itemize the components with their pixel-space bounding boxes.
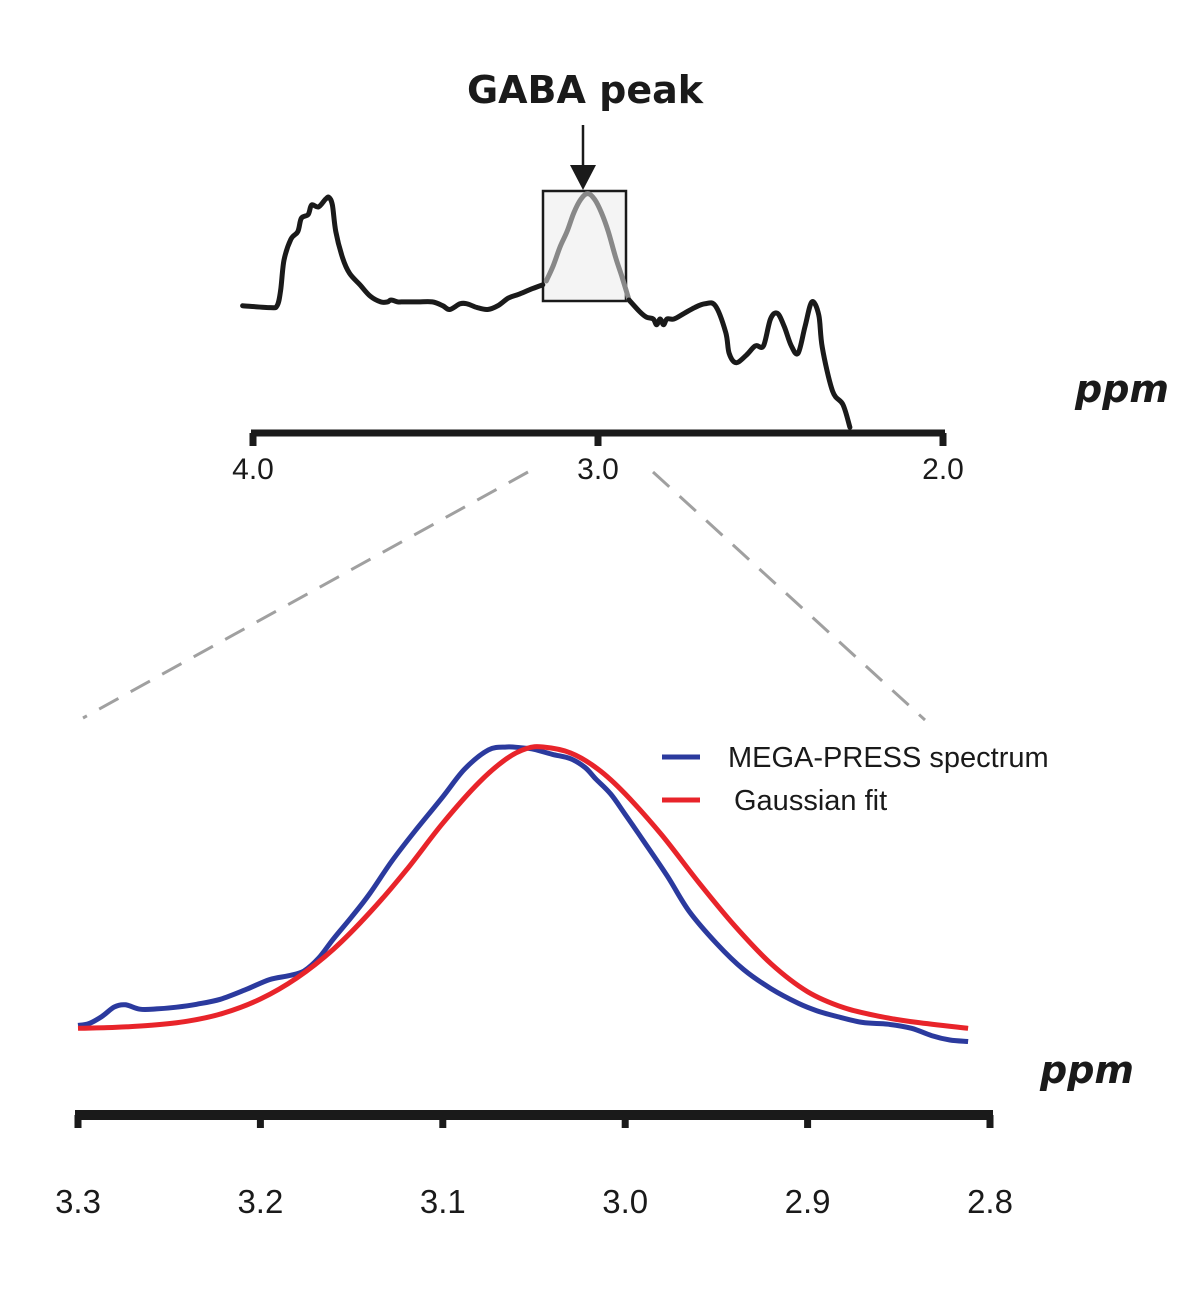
series-line-mega-press-spectrum (77, 744, 969, 1044)
top-series (240, 191, 853, 430)
zoom-connector-right (651, 470, 927, 722)
bottom-series (77, 744, 969, 1044)
series-line-spectrum (240, 194, 546, 313)
tick-label: 4.0 (232, 453, 274, 486)
tick-label: 3.2 (237, 1183, 283, 1220)
top-x-axis-unit: ppm (1074, 367, 1169, 411)
bottom-chart: 3.3 3.2 3.1 3.0 2.9 2.8 ppm MEGA-PRESS spectr… (55, 742, 1134, 1220)
series-line-gaussian-fit (77, 744, 969, 1031)
bottom-x-axis-unit: ppm (1039, 1048, 1134, 1092)
legend-label-gaussian-fit: Gaussian fit (734, 785, 887, 817)
series-line-spectrum-right (626, 297, 853, 430)
top-x-axis: 4.0 3.0 2.0 (232, 429, 964, 486)
bottom-x-axis: 3.3 3.2 3.1 3.0 2.9 2.8 (55, 1110, 1013, 1220)
zoom-connector-left (82, 470, 529, 720)
arrow-down-icon (570, 125, 596, 190)
tick-label: 2.8 (967, 1183, 1013, 1220)
tick-label: 2.9 (785, 1183, 831, 1220)
tick-label: 3.3 (55, 1183, 101, 1220)
tick-label: 3.1 (420, 1183, 466, 1220)
legend: MEGA-PRESS spectrum Gaussian fit (662, 742, 1049, 817)
series-line-gaba-peak (543, 191, 632, 303)
top-chart: GABA peak 4.0 3.0 2.0 ppm (232, 68, 1169, 486)
tick-label: 2.0 (922, 453, 964, 486)
tick-label: 3.0 (602, 1183, 648, 1220)
gaba-peak-title: GABA peak (467, 68, 704, 112)
legend-label-mega-press: MEGA-PRESS spectrum (728, 742, 1049, 774)
tick-label: 3.0 (577, 453, 619, 486)
